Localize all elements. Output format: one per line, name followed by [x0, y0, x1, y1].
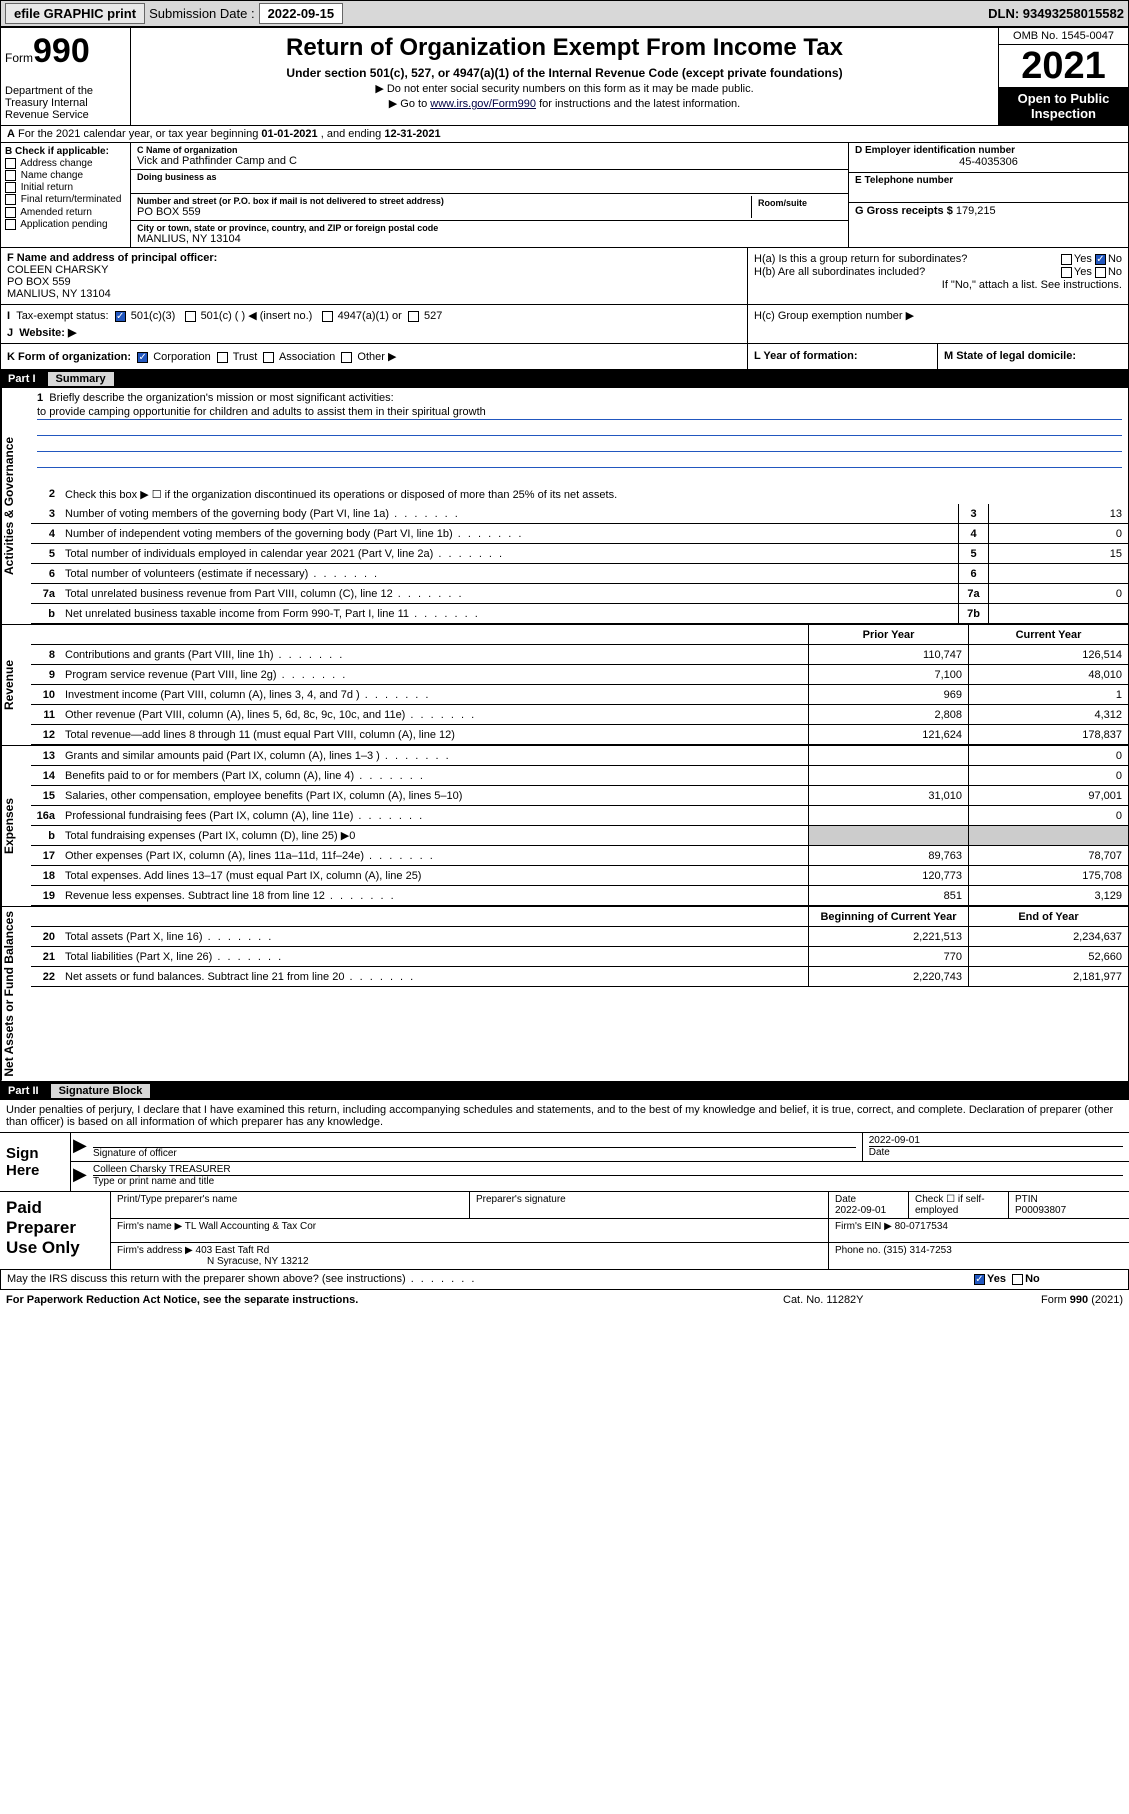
- part2-header: Part II Signature Block: [0, 1082, 1129, 1100]
- section-c: C Name of organizationVick and Pathfinde…: [131, 143, 848, 247]
- org-city: MANLIUS, NY 13104: [137, 233, 842, 245]
- form-word: Form: [5, 51, 33, 65]
- page-footer: For Paperwork Reduction Act Notice, see …: [0, 1290, 1129, 1310]
- form-header: Form990 Department of the Treasury Inter…: [0, 27, 1129, 126]
- top-toolbar: efile GRAPHIC print Submission Date : 20…: [0, 0, 1129, 27]
- firm-ein: 80-0717534: [895, 1221, 948, 1232]
- ein-value: 45-4035306: [855, 156, 1122, 168]
- part1-header: Part I Summary: [0, 370, 1129, 388]
- section-revenue: Revenue Prior YearCurrent Year 8Contribu…: [0, 625, 1129, 746]
- form-title: Return of Organization Exempt From Incom…: [135, 34, 994, 62]
- submission-date: 2022-09-15: [259, 3, 344, 24]
- org-address: PO BOX 559: [137, 206, 751, 218]
- org-name: Vick and Pathfinder Camp and C: [137, 155, 842, 167]
- tax-year: 2021: [999, 45, 1128, 87]
- mission-text: to provide camping opportunitie for chil…: [37, 406, 1122, 420]
- section-deg: D Employer identification number45-40353…: [848, 143, 1128, 247]
- section-expenses: Expenses 13Grants and similar amounts pa…: [0, 746, 1129, 907]
- preparer-phone: (315) 314-7253: [883, 1245, 951, 1256]
- irs-link[interactable]: www.irs.gov/Form990: [430, 98, 536, 110]
- dln-value: DLN: 93493258015582: [988, 6, 1124, 21]
- form-subtitle: Under section 501(c), 527, or 4947(a)(1)…: [135, 66, 994, 80]
- paid-preparer-block: Paid Preparer Use Only Print/Type prepar…: [0, 1192, 1129, 1270]
- efile-print-button[interactable]: efile GRAPHIC print: [5, 3, 145, 24]
- row-a-taxyear: A For the 2021 calendar year, or tax yea…: [0, 126, 1129, 143]
- form-number: 990: [33, 32, 90, 70]
- department-label: Department of the Treasury Internal Reve…: [5, 85, 126, 121]
- row-ij: I Tax-exempt status: ✓ 501(c)(3) 501(c) …: [0, 305, 1129, 344]
- ssn-warning: ▶ Do not enter social security numbers o…: [135, 82, 994, 95]
- signature-declaration: Under penalties of perjury, I declare th…: [0, 1100, 1129, 1133]
- irs-discuss-row: May the IRS discuss this return with the…: [0, 1270, 1129, 1290]
- firm-name: TL Wall Accounting & Tax Cor: [185, 1221, 316, 1232]
- section-governance: Activities & Governance 1 Briefly descri…: [0, 388, 1129, 625]
- signer-name: Colleen Charsky TREASURER: [93, 1164, 1123, 1175]
- section-b: B Check if applicable: Address change Na…: [1, 143, 131, 247]
- omb-number: OMB No. 1545-0047: [999, 28, 1128, 45]
- open-to-public: Open to Public Inspection: [999, 87, 1128, 125]
- row-fh: F Name and address of principal officer:…: [0, 248, 1129, 305]
- block-bcd: B Check if applicable: Address change Na…: [0, 143, 1129, 248]
- ptin-value: P00093807: [1015, 1205, 1066, 1216]
- officer-name: COLEEN CHARSKY: [7, 264, 741, 276]
- row-klm: K Form of organization: ✓ Corporation Tr…: [0, 344, 1129, 370]
- section-netassets: Net Assets or Fund Balances Beginning of…: [0, 907, 1129, 1082]
- gross-receipts: 179,215: [956, 205, 996, 217]
- submission-label: Submission Date :: [149, 6, 255, 21]
- sign-here-block: Sign Here ▶ Signature of officer 2022-09…: [0, 1133, 1129, 1192]
